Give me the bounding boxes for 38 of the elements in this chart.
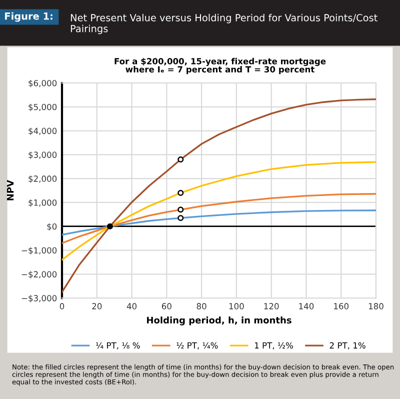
y-tick-label: $1,000 (28, 199, 57, 207)
x-tick-label: 40 (126, 303, 137, 310)
y-tick-label: $4,000 (28, 128, 57, 136)
x-tick-label: 80 (196, 303, 206, 310)
legend-label: ½ PT, ¼% (176, 342, 218, 350)
line-series (62, 98, 376, 293)
line-series (62, 210, 376, 236)
x-tick-label: 140 (299, 303, 314, 310)
x-tick-label: 180 (368, 303, 384, 310)
x-tick-label: 160 (334, 303, 349, 310)
x-tick-label: 100 (229, 303, 244, 310)
x-tick-label: 120 (264, 303, 279, 310)
legend-label: 1 PT, ½% (254, 342, 293, 350)
y-tick-label: $0 (47, 223, 57, 231)
point (178, 206, 184, 213)
point (178, 214, 184, 222)
caption: Figure 1: (5, 12, 52, 22)
x-tick-label: 0 (60, 303, 64, 310)
x-tick-label: 60 (162, 303, 172, 310)
y-tick-label: −$2,000 (22, 270, 57, 279)
point (106, 223, 114, 230)
point (178, 156, 184, 162)
y-axis-title: NPV (6, 180, 14, 200)
y-tick-label: $6,000 (28, 80, 57, 88)
legend-label: 2 PT, 1% (330, 342, 366, 350)
x-tick-label: 20 (92, 303, 102, 310)
x-axis-title: Holding period, h, in months (147, 316, 292, 326)
legend-label: ¼ PT, ⅛ % (96, 342, 140, 350)
point (178, 190, 184, 196)
y-tick-label: $5,000 (28, 104, 57, 112)
y-tick-label: $3,000 (28, 152, 57, 160)
y-tick-label: −$1,000 (22, 247, 57, 255)
chart-subtitle: For a $200,000, 15-year, fixed-rate mortgage where Iₑ = 7 percent and T = 30 percent (114, 58, 326, 74)
y-tick-label: −$3,000 (22, 294, 57, 302)
chart-title: Net Present Value versus Holding Period for Various Points/Cost Pairings (70, 14, 378, 34)
y-tick-label: $2,000 (28, 175, 57, 183)
line-series (62, 193, 376, 244)
line-series (62, 161, 376, 261)
